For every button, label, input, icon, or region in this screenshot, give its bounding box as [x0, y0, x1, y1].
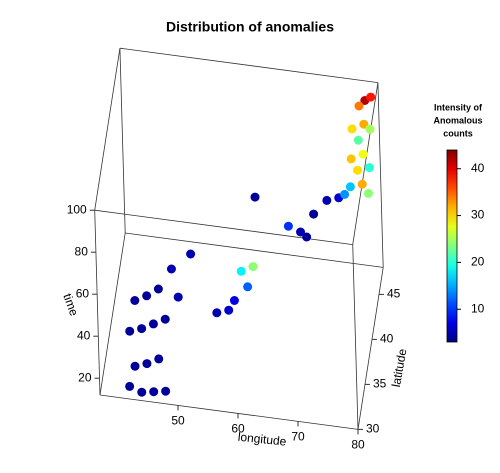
point	[153, 284, 163, 294]
box-edge	[119, 47, 378, 83]
point	[250, 192, 260, 202]
z-tick-label: 60	[76, 286, 90, 300]
box-edge	[99, 394, 359, 430]
y-tick-label: 40	[380, 332, 394, 346]
point	[149, 387, 159, 397]
point	[365, 124, 375, 134]
y-tick-label: 45	[387, 287, 401, 301]
y-axis-label: latitude	[389, 347, 410, 388]
y-tick-label: 35	[373, 377, 387, 391]
point	[359, 119, 369, 129]
x-tick-label: 60	[231, 422, 245, 436]
box-edge	[352, 244, 359, 430]
point	[357, 179, 367, 189]
point	[236, 266, 246, 276]
point	[296, 227, 306, 237]
point	[366, 92, 376, 102]
point	[353, 165, 363, 175]
box-edge	[119, 48, 126, 234]
point	[354, 101, 364, 111]
point	[154, 354, 164, 364]
point	[137, 324, 147, 334]
box-edge	[352, 82, 379, 245]
x-tick-label: 70	[291, 430, 305, 444]
box-edge	[94, 210, 101, 396]
point	[302, 232, 312, 242]
box-edge	[125, 232, 384, 268]
point	[248, 262, 258, 272]
point	[130, 361, 140, 371]
colorbar	[446, 149, 458, 343]
y-tick-label: 30	[366, 422, 380, 436]
colorbar-title: Anomalous	[433, 115, 482, 125]
point	[364, 163, 374, 173]
colorbar-tick-label: 40	[471, 161, 485, 175]
point	[125, 326, 135, 336]
point	[130, 296, 140, 305]
colorbar-tick-label: 10	[471, 301, 485, 315]
point	[309, 209, 319, 219]
point	[346, 154, 356, 164]
x-tick-label: 50	[171, 414, 185, 428]
colorbar-title: counts	[443, 128, 473, 138]
z-tick-label: 20	[78, 370, 92, 384]
point	[148, 319, 158, 329]
point	[224, 305, 234, 315]
point	[125, 381, 135, 391]
point	[212, 308, 222, 318]
point	[347, 124, 357, 134]
point	[363, 188, 373, 198]
chart-title: Distribution of anomalies	[166, 19, 334, 35]
colorbar-tick-label: 30	[471, 208, 485, 222]
point	[229, 296, 239, 305]
point	[137, 387, 147, 397]
point	[160, 314, 170, 324]
box-edge	[99, 232, 126, 396]
point	[142, 359, 152, 369]
colorbar-title: Intensity of	[434, 102, 483, 112]
point	[283, 221, 293, 231]
point	[243, 282, 253, 292]
z-tick-label: 80	[75, 244, 89, 258]
point	[186, 249, 196, 259]
z-tick-label: 40	[77, 328, 91, 342]
colorbar-tick-label: 20	[471, 255, 485, 269]
point	[161, 386, 171, 396]
point	[340, 189, 350, 199]
point	[353, 135, 363, 145]
z-tick-label: 100	[67, 202, 87, 216]
point	[358, 149, 368, 159]
x-axis-label: longitude	[237, 430, 287, 449]
point	[345, 182, 355, 192]
x-tick-label: 80	[351, 438, 365, 452]
box-edge	[357, 267, 384, 430]
point	[322, 195, 332, 205]
point	[142, 291, 152, 301]
point	[173, 292, 183, 302]
box-edge	[94, 48, 121, 211]
box-edge	[377, 82, 384, 268]
point	[166, 264, 176, 274]
